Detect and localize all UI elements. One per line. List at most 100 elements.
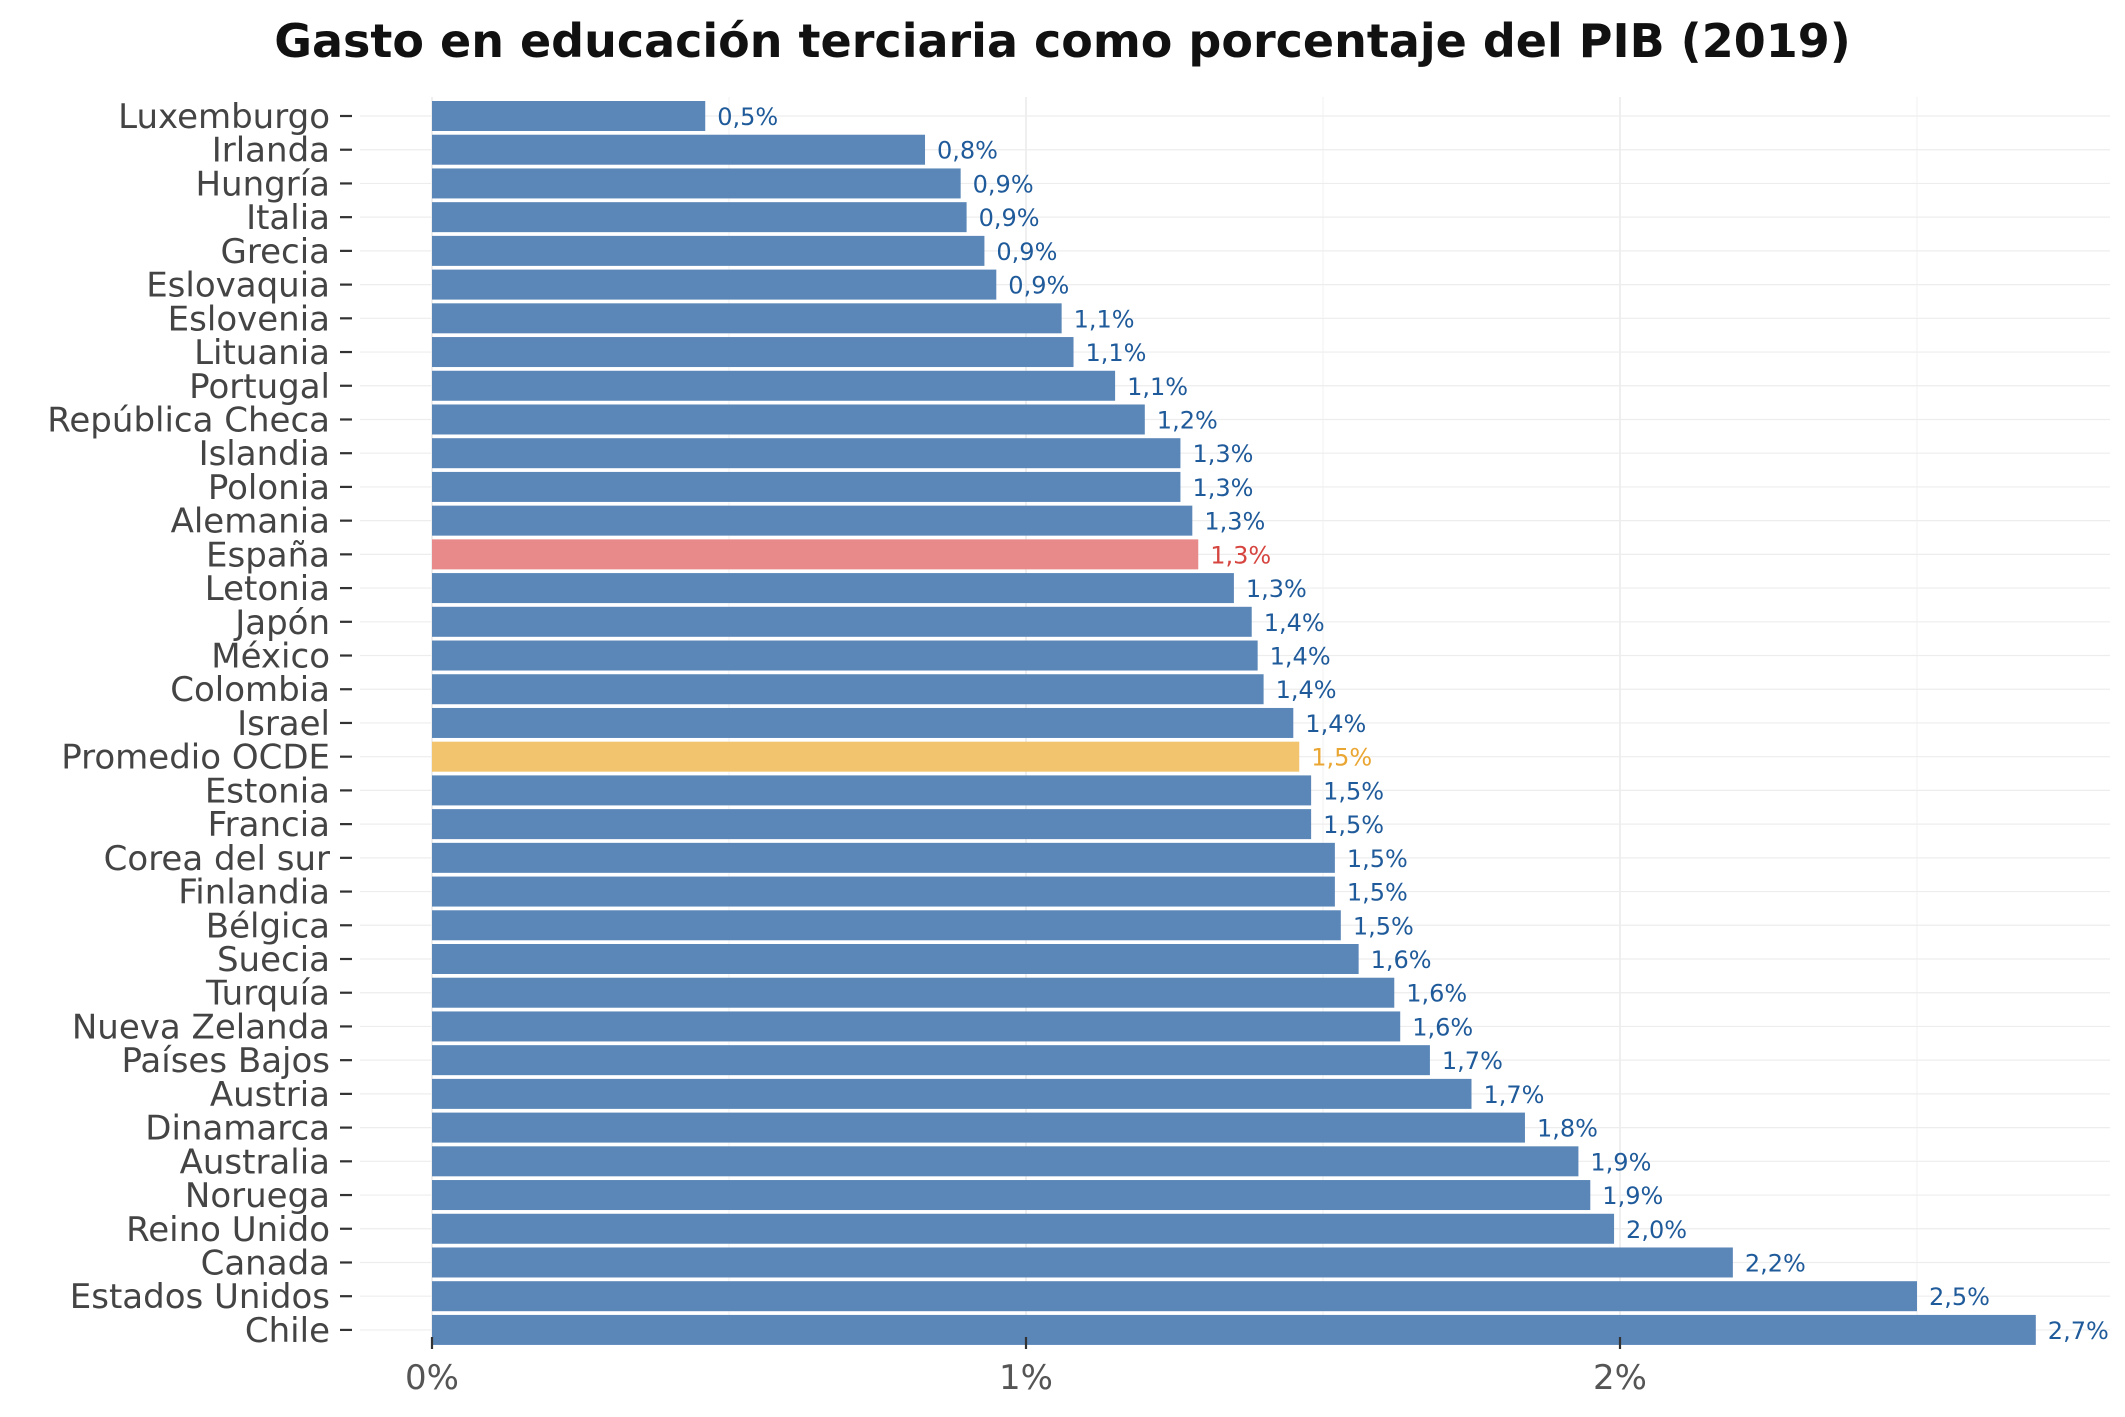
bar-hungría[interactable] bbox=[432, 168, 961, 199]
category-label: Eslovaquia bbox=[146, 266, 330, 306]
category-label: Noruega bbox=[185, 1176, 330, 1216]
bar-nueva-zelanda[interactable] bbox=[432, 1011, 1401, 1042]
bar-reino-unido[interactable] bbox=[432, 1213, 1615, 1244]
data-label: 1,5% bbox=[1323, 811, 1384, 839]
category-label: Irlanda bbox=[212, 131, 330, 171]
category-label: Austria bbox=[210, 1075, 330, 1115]
category-label: Portugal bbox=[189, 367, 330, 407]
bar-lituania[interactable] bbox=[432, 337, 1074, 368]
x-tick-label: 2% bbox=[1593, 1358, 1647, 1398]
data-label: 1,6% bbox=[1371, 946, 1432, 974]
data-label: 0,5% bbox=[717, 103, 778, 131]
data-label: 1,1% bbox=[1127, 373, 1188, 401]
category-label: Eslovenia bbox=[168, 299, 330, 339]
bar-noruega[interactable] bbox=[432, 1180, 1591, 1211]
bar-suecia[interactable] bbox=[432, 944, 1359, 974]
bar-república-checa[interactable] bbox=[432, 404, 1145, 435]
bar-japón[interactable] bbox=[432, 606, 1252, 637]
data-label: 1,4% bbox=[1276, 676, 1337, 704]
bar-israel[interactable] bbox=[432, 707, 1294, 738]
bar-estados-unidos[interactable] bbox=[432, 1281, 1917, 1312]
bar-australia[interactable] bbox=[432, 1146, 1579, 1177]
category-label: Bélgica bbox=[206, 906, 330, 946]
category-label: Lituania bbox=[194, 333, 330, 373]
category-label: Reino Unido bbox=[126, 1210, 330, 1250]
category-label: Italia bbox=[246, 198, 330, 238]
x-tick-label: 1% bbox=[999, 1358, 1053, 1398]
category-label: Japón bbox=[233, 603, 330, 643]
data-label: 0,9% bbox=[996, 238, 1057, 266]
category-label: Colombia bbox=[170, 670, 330, 710]
bar-chile[interactable] bbox=[432, 1314, 2036, 1345]
category-label: Suecia bbox=[217, 940, 330, 980]
category-label: Chile bbox=[245, 1311, 330, 1351]
data-label: 2,5% bbox=[1929, 1283, 1990, 1311]
bar-bélgica[interactable] bbox=[432, 910, 1341, 941]
bar-colombia[interactable] bbox=[432, 674, 1264, 705]
bar-eslovenia[interactable] bbox=[432, 303, 1062, 334]
bar-letonia[interactable] bbox=[432, 573, 1234, 604]
chart-title: Gasto en educación terciaria como porcen… bbox=[274, 14, 1851, 68]
data-label: 1,4% bbox=[1264, 609, 1325, 637]
bar-dinamarca[interactable] bbox=[432, 1112, 1525, 1143]
category-label: Canada bbox=[201, 1243, 330, 1283]
category-label: Hungría bbox=[195, 164, 330, 204]
axis-layer: LuxemburgoIrlandaHungríaItaliaGreciaEslo… bbox=[47, 97, 1647, 1398]
category-label: México bbox=[211, 637, 330, 677]
data-label: 1,9% bbox=[1590, 1148, 1651, 1176]
category-label: España bbox=[206, 535, 330, 575]
category-label: Finlandia bbox=[178, 873, 330, 913]
data-label: 1,3% bbox=[1204, 508, 1265, 536]
bar-corea-del-sur[interactable] bbox=[432, 842, 1335, 873]
data-label: 1,4% bbox=[1270, 643, 1331, 671]
bar-eslovaquia[interactable] bbox=[432, 269, 997, 300]
label-layer: 0,5%0,8%0,9%0,9%0,9%0,9%1,1%1,1%1,1%1,2%… bbox=[717, 103, 2109, 1345]
data-label: 0,9% bbox=[1008, 272, 1069, 300]
data-label: 1,1% bbox=[1074, 305, 1135, 333]
category-label: Luxemburgo bbox=[118, 97, 330, 137]
bar-polonia[interactable] bbox=[432, 471, 1181, 502]
bar-finlandia[interactable] bbox=[432, 876, 1335, 907]
bar-grecia[interactable] bbox=[432, 235, 985, 266]
data-label: 0,8% bbox=[937, 137, 998, 165]
data-label: 1,7% bbox=[1442, 1047, 1503, 1075]
category-label: Corea del sur bbox=[104, 839, 330, 879]
data-label: 1,5% bbox=[1311, 744, 1372, 772]
data-label: 1,2% bbox=[1157, 406, 1218, 434]
bar-méxico[interactable] bbox=[432, 640, 1258, 671]
bar-países-bajos[interactable] bbox=[432, 1045, 1430, 1076]
category-label: Alemania bbox=[171, 502, 330, 542]
bar-españa[interactable] bbox=[432, 539, 1199, 570]
data-label: 1,5% bbox=[1347, 879, 1408, 907]
data-label: 1,1% bbox=[1086, 339, 1147, 367]
bar-austria[interactable] bbox=[432, 1078, 1472, 1109]
bar-canada[interactable] bbox=[432, 1247, 1733, 1278]
category-label: Islandia bbox=[199, 434, 330, 474]
data-label: 2,0% bbox=[1626, 1216, 1687, 1244]
bar-luxemburgo[interactable] bbox=[432, 101, 706, 131]
category-label: Dinamarca bbox=[145, 1109, 330, 1149]
data-label: 1,3% bbox=[1192, 440, 1253, 468]
category-label: Polonia bbox=[208, 468, 330, 508]
data-label: 1,5% bbox=[1323, 777, 1384, 805]
category-label: Estados Unidos bbox=[70, 1277, 330, 1317]
bar-turquía[interactable] bbox=[432, 977, 1395, 1008]
bar-italia[interactable] bbox=[432, 202, 967, 233]
x-tick-label: 0% bbox=[405, 1358, 459, 1398]
data-label: 1,4% bbox=[1305, 710, 1366, 738]
data-label: 2,2% bbox=[1745, 1249, 1806, 1277]
bar-portugal[interactable] bbox=[432, 370, 1116, 401]
bar-islandia[interactable] bbox=[432, 438, 1181, 469]
data-label: 1,9% bbox=[1602, 1182, 1663, 1210]
category-label: Letonia bbox=[205, 569, 330, 609]
bar-irlanda[interactable] bbox=[432, 134, 926, 165]
bar-estonia[interactable] bbox=[432, 775, 1312, 806]
bar-promedio-ocde[interactable] bbox=[432, 741, 1300, 772]
bar-alemania[interactable] bbox=[432, 505, 1193, 536]
bar-francia[interactable] bbox=[432, 809, 1312, 840]
data-label: 2,7% bbox=[2048, 1317, 2109, 1345]
category-label: Estonia bbox=[205, 771, 330, 811]
category-label: Francia bbox=[208, 805, 330, 845]
